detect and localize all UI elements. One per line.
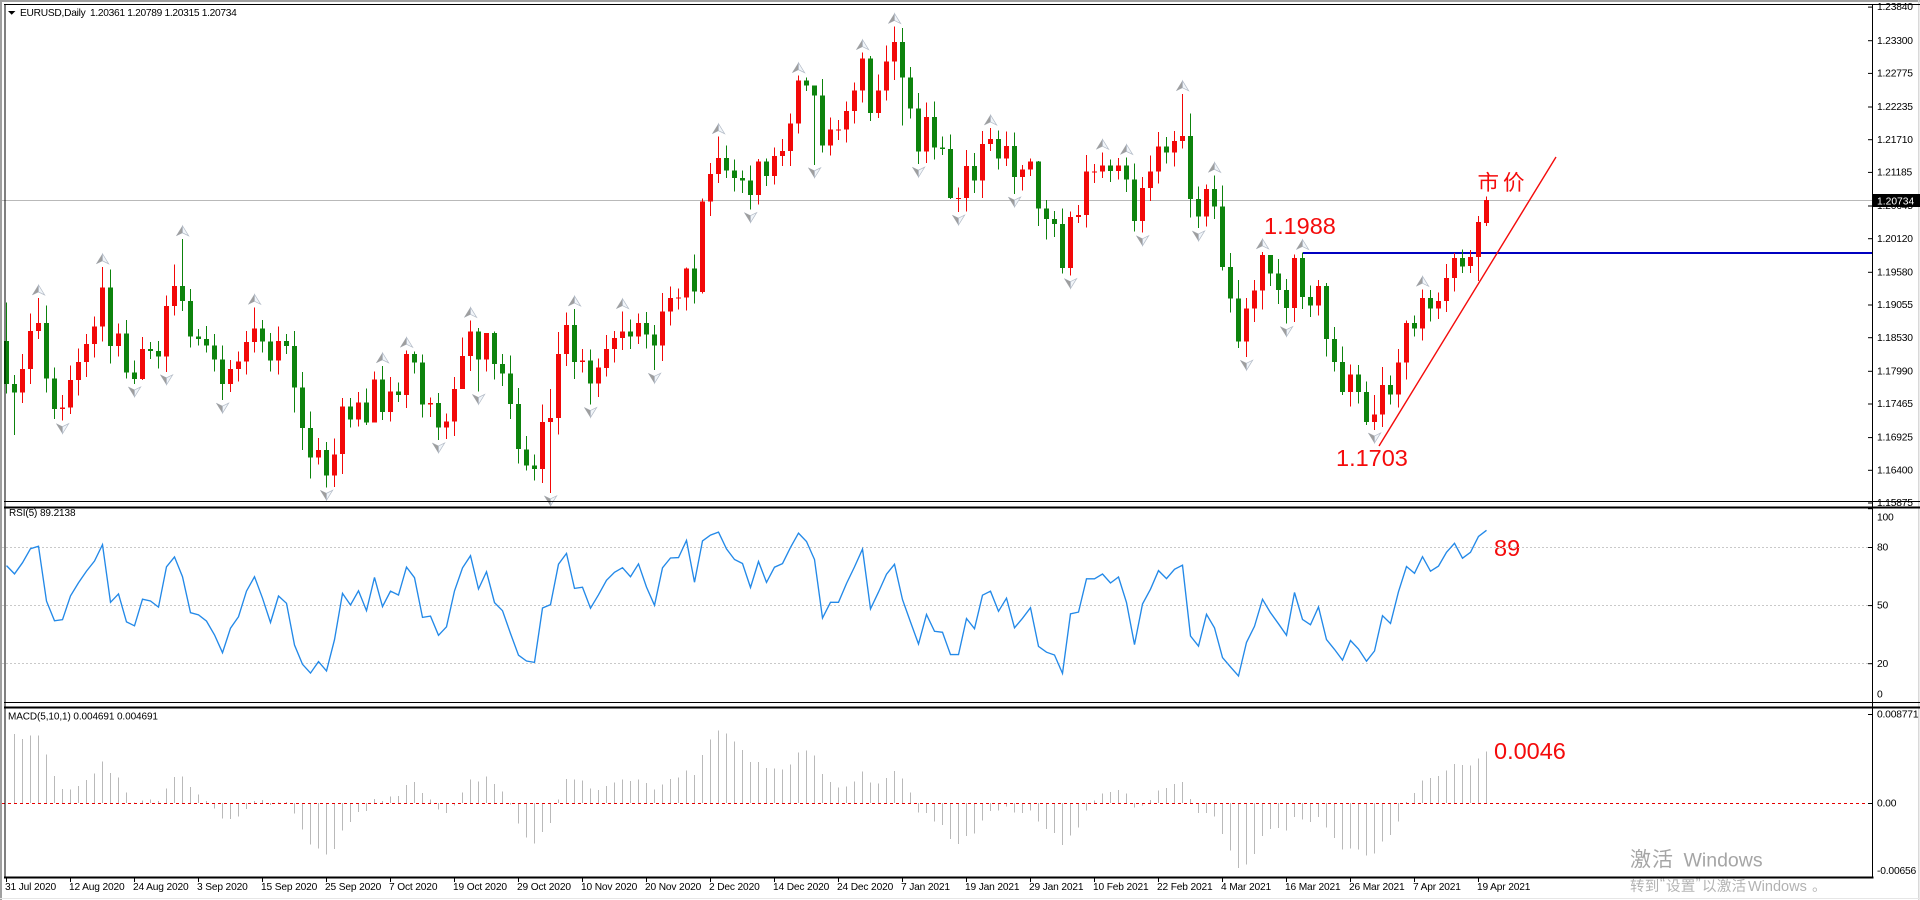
svg-text:1.16400: 1.16400 (1877, 465, 1913, 476)
svg-text:1.20120: 1.20120 (1877, 234, 1913, 245)
svg-text:0: 0 (1877, 690, 1883, 701)
svg-text:-0.00656: -0.00656 (1877, 866, 1917, 877)
svg-text:1.23840: 1.23840 (1877, 2, 1913, 13)
svg-text:1.18530: 1.18530 (1877, 333, 1913, 344)
svg-text:1.16925: 1.16925 (1877, 433, 1913, 444)
svg-text:2 Dec 2020: 2 Dec 2020 (709, 882, 760, 893)
svg-text:”: ” (1696, 875, 1701, 892)
svg-text:15 Sep 2020: 15 Sep 2020 (261, 882, 318, 893)
svg-text:1.1988: 1.1988 (1264, 213, 1336, 239)
svg-text:10 Feb 2021: 10 Feb 2021 (1093, 882, 1149, 893)
svg-text:50: 50 (1877, 601, 1889, 612)
svg-text:14 Dec 2020: 14 Dec 2020 (773, 882, 830, 893)
svg-text:0.008771: 0.008771 (1877, 710, 1919, 721)
svg-text:Windows: Windows (1684, 850, 1763, 872)
svg-text:19 Apr 2021: 19 Apr 2021 (1477, 882, 1531, 893)
svg-text:10 Nov 2020: 10 Nov 2020 (581, 882, 638, 893)
svg-text:MACD(5,10,1) 0.004691 0.004691: MACD(5,10,1) 0.004691 0.004691 (8, 712, 158, 723)
svg-text:4 Mar 2021: 4 Mar 2021 (1221, 882, 1272, 893)
svg-text:1.1703: 1.1703 (1336, 445, 1408, 471)
svg-text:1.21185: 1.21185 (1877, 168, 1913, 179)
svg-text:80: 80 (1877, 543, 1889, 554)
svg-text:0.00: 0.00 (1877, 799, 1897, 810)
svg-text:7 Apr 2021: 7 Apr 2021 (1413, 882, 1461, 893)
svg-text:12 Aug 2020: 12 Aug 2020 (69, 882, 125, 893)
svg-text:“: “ (1660, 875, 1665, 892)
svg-text:24 Aug 2020: 24 Aug 2020 (133, 882, 189, 893)
svg-text:29 Jan 2021: 29 Jan 2021 (1029, 882, 1084, 893)
svg-text:19 Jan 2021: 19 Jan 2021 (965, 882, 1020, 893)
svg-text:31 Jul 2020: 31 Jul 2020 (5, 882, 57, 893)
svg-text:100: 100 (1877, 513, 1894, 524)
svg-text:1.23300: 1.23300 (1877, 36, 1913, 47)
svg-text:1.19580: 1.19580 (1877, 267, 1913, 278)
svg-text:1.20734: 1.20734 (1877, 197, 1914, 208)
svg-text:20 Nov 2020: 20 Nov 2020 (645, 882, 702, 893)
svg-text:7 Jan 2021: 7 Jan 2021 (901, 882, 950, 893)
svg-text:Windows: Windows (1748, 879, 1807, 895)
svg-text:7 Oct 2020: 7 Oct 2020 (389, 882, 438, 893)
svg-text:1.17990: 1.17990 (1877, 366, 1913, 377)
svg-text:1.15875: 1.15875 (1877, 498, 1913, 509)
svg-text:1.22775: 1.22775 (1877, 69, 1913, 80)
svg-text:25 Sep 2020: 25 Sep 2020 (325, 882, 382, 893)
svg-text:EURUSD,Daily: EURUSD,Daily (20, 8, 87, 19)
svg-text:1.21710: 1.21710 (1877, 135, 1913, 146)
svg-text:3 Sep 2020: 3 Sep 2020 (197, 882, 248, 893)
svg-text:1.20361 1.20789 1.20315 1.2073: 1.20361 1.20789 1.20315 1.20734 (90, 8, 237, 19)
svg-text:RSI(5) 89.2138: RSI(5) 89.2138 (9, 508, 76, 519)
svg-text:26 Mar 2021: 26 Mar 2021 (1349, 882, 1405, 893)
svg-text:16 Mar 2021: 16 Mar 2021 (1285, 882, 1341, 893)
svg-text:19 Oct 2020: 19 Oct 2020 (453, 882, 507, 893)
svg-text:24 Dec 2020: 24 Dec 2020 (837, 882, 894, 893)
svg-text:29 Oct 2020: 29 Oct 2020 (517, 882, 571, 893)
svg-text:1.19055: 1.19055 (1877, 300, 1913, 311)
svg-text:1.17465: 1.17465 (1877, 399, 1913, 410)
svg-text:20: 20 (1877, 659, 1889, 670)
svg-text:22 Feb 2021: 22 Feb 2021 (1157, 882, 1213, 893)
svg-text:1.22235: 1.22235 (1877, 102, 1913, 113)
svg-text:0.0046: 0.0046 (1494, 738, 1566, 764)
